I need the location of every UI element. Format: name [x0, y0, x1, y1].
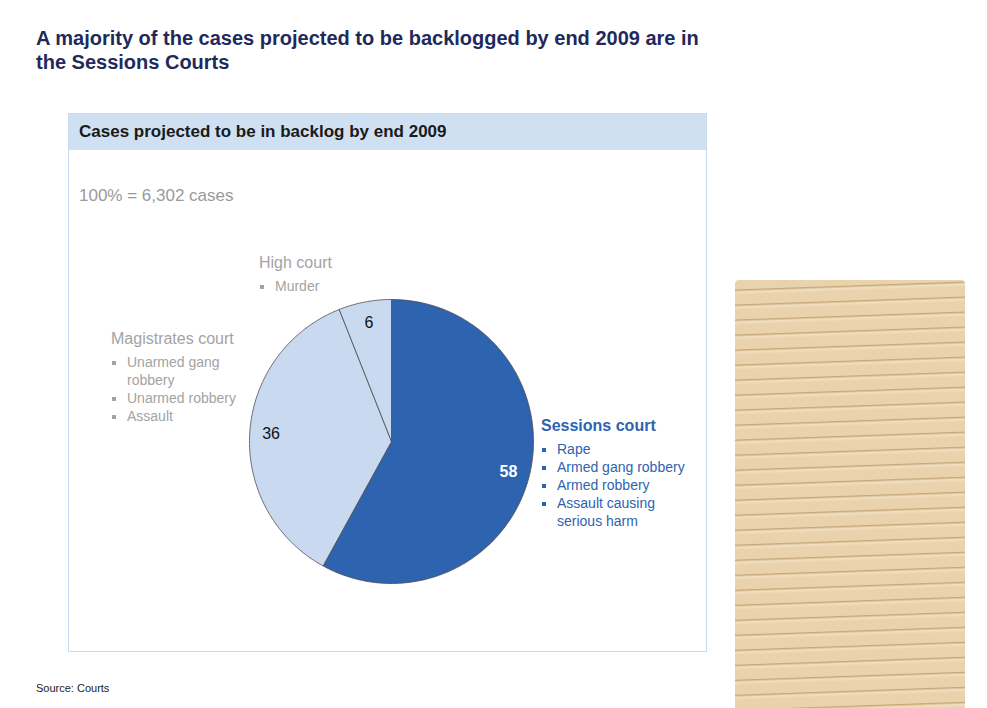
html-text:Magistrates court: Magistrates court	[111, 330, 234, 347]
html-text:Unarmed gang robbery: Unarmed gang robbery	[127, 354, 220, 388]
html-text:Murder: Murder	[275, 278, 320, 294]
html-text:Unarmed robbery: Unarmed robbery	[127, 390, 236, 406]
html-text:Assault: Assault	[127, 408, 173, 424]
html-text:Assault causing serious harm: Assault causing serious harm	[557, 495, 656, 529]
html-text:100% = 6,302 cases: 100% = 6,302 cases	[79, 186, 234, 205]
html-text:Armed robbery: Armed robbery	[557, 477, 650, 493]
html-text:Rape: Rape	[557, 441, 591, 457]
svg-text:36: 36	[262, 425, 280, 442]
svg-text:58: 58	[500, 463, 518, 480]
html-text:Armed gang robbery: Armed gang robbery	[557, 459, 685, 475]
html-text:Sessions court: Sessions court	[541, 417, 656, 434]
html-text:Source: Courts: Source: Courts	[36, 682, 110, 694]
svg-text:6: 6	[364, 314, 373, 331]
html-text:High court: High court	[259, 254, 332, 271]
html-text:Cases projected to be in backl: Cases projected to be in backlog by end …	[79, 122, 447, 141]
html-text:A majority of the cases projec: A majority of the cases projected to be …	[36, 27, 699, 73]
